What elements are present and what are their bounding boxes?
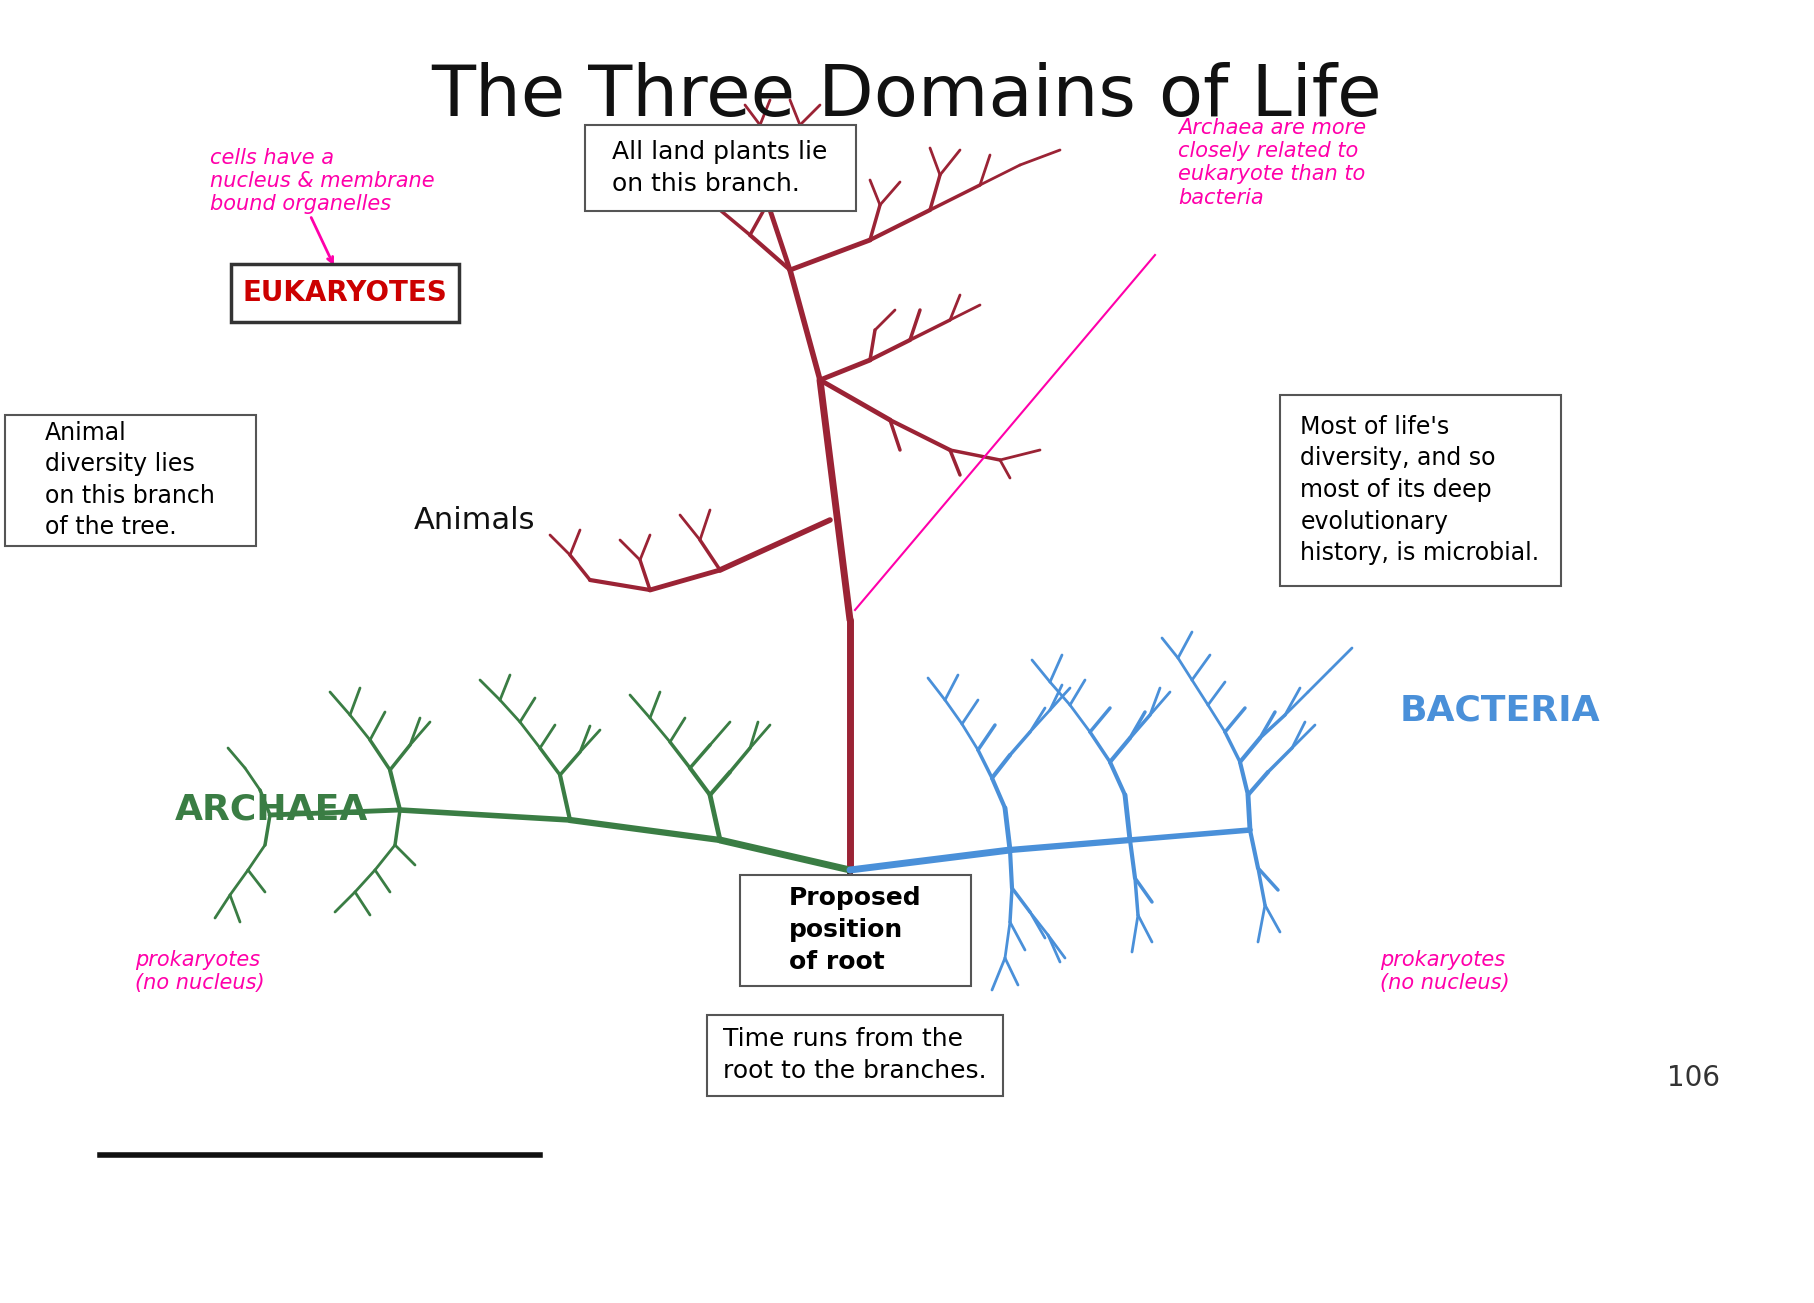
Text: Animal
diversity lies
on this branch
of the tree.: Animal diversity lies on this branch of … [45, 421, 214, 539]
Text: Proposed
position
of root: Proposed position of root [789, 886, 922, 973]
Text: prokaryotes
(no nucleus): prokaryotes (no nucleus) [1380, 950, 1509, 993]
Text: The Three Domains of Life: The Three Domains of Life [432, 63, 1382, 132]
FancyBboxPatch shape [4, 414, 256, 546]
Text: Animals: Animals [414, 506, 535, 534]
Text: BACTERIA: BACTERIA [1400, 693, 1600, 727]
Text: EUKARYOTES: EUKARYOTES [243, 279, 448, 308]
Text: 106: 106 [1667, 1065, 1720, 1092]
Text: cells have a
nucleus & membrane
bound organelles: cells have a nucleus & membrane bound or… [210, 149, 435, 215]
FancyBboxPatch shape [230, 265, 459, 322]
Text: Plants: Plants [633, 163, 726, 193]
Text: ARCHAEA: ARCHAEA [174, 794, 368, 827]
FancyBboxPatch shape [707, 1015, 1003, 1096]
FancyBboxPatch shape [584, 125, 856, 211]
FancyBboxPatch shape [1279, 395, 1560, 585]
Text: All land plants lie
on this branch.: All land plants lie on this branch. [613, 141, 827, 195]
FancyBboxPatch shape [740, 874, 970, 985]
Text: Most of life's
diversity, and so
most of its deep
evolutionary
history, is micro: Most of life's diversity, and so most of… [1301, 414, 1540, 566]
Text: prokaryotes
(no nucleus): prokaryotes (no nucleus) [134, 950, 265, 993]
Text: Archaea are more
closely related to
eukaryote than to
bacteria: Archaea are more closely related to euka… [1177, 119, 1366, 207]
Text: Time runs from the
root to the branches.: Time runs from the root to the branches. [724, 1027, 987, 1083]
